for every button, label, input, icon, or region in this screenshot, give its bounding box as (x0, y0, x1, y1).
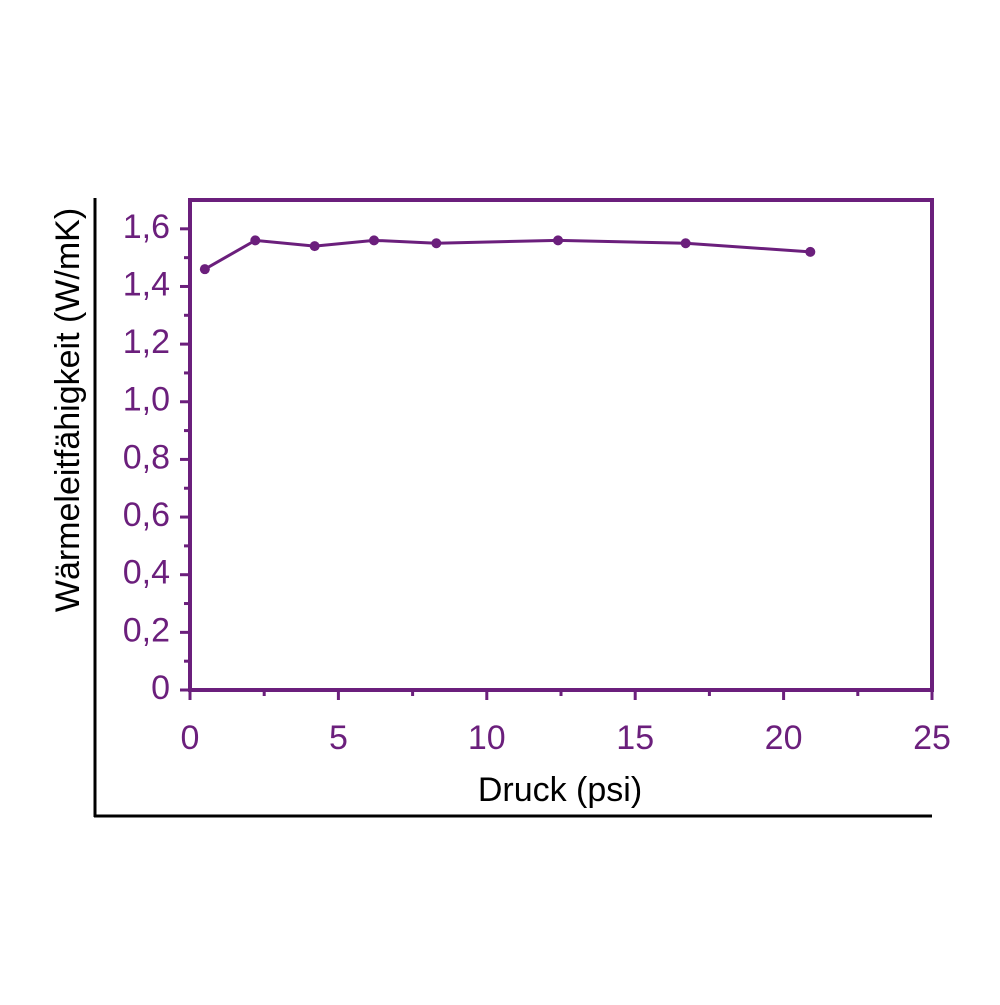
y-tick-label: 0 (151, 669, 170, 707)
y-axis-label: Wärmeleitfähigkeit (W/mK) (49, 208, 87, 612)
y-tick-label: 1,0 (123, 381, 170, 419)
x-axis-label: Druck (psi) (478, 771, 642, 809)
y-tick-label: 1,4 (123, 265, 170, 303)
data-point (309, 241, 320, 252)
y-tick-label: 0,4 (123, 554, 170, 592)
x-tick-label: 15 (616, 719, 654, 757)
y-tick-label: 1,2 (123, 323, 170, 361)
data-point (369, 235, 380, 246)
y-tick-label: 0,8 (123, 438, 170, 476)
data-point (431, 238, 442, 249)
data-line (204, 238, 811, 271)
x-tick-label: 0 (181, 719, 200, 757)
x-tick-label: 20 (765, 719, 803, 757)
data-point (805, 246, 816, 257)
y-tick-label: 0,6 (123, 496, 170, 534)
y-tick-label: 0,2 (123, 611, 170, 649)
plot-frame (188, 198, 934, 692)
data-point (680, 238, 691, 249)
y-tick-label: 1,6 (123, 208, 170, 246)
data-point (250, 235, 261, 246)
x-tick-label: 5 (329, 719, 348, 757)
x-tick-label: 25 (913, 719, 951, 757)
data-point (553, 235, 564, 246)
x-tick-label: 10 (468, 719, 506, 757)
data-point (199, 264, 210, 275)
